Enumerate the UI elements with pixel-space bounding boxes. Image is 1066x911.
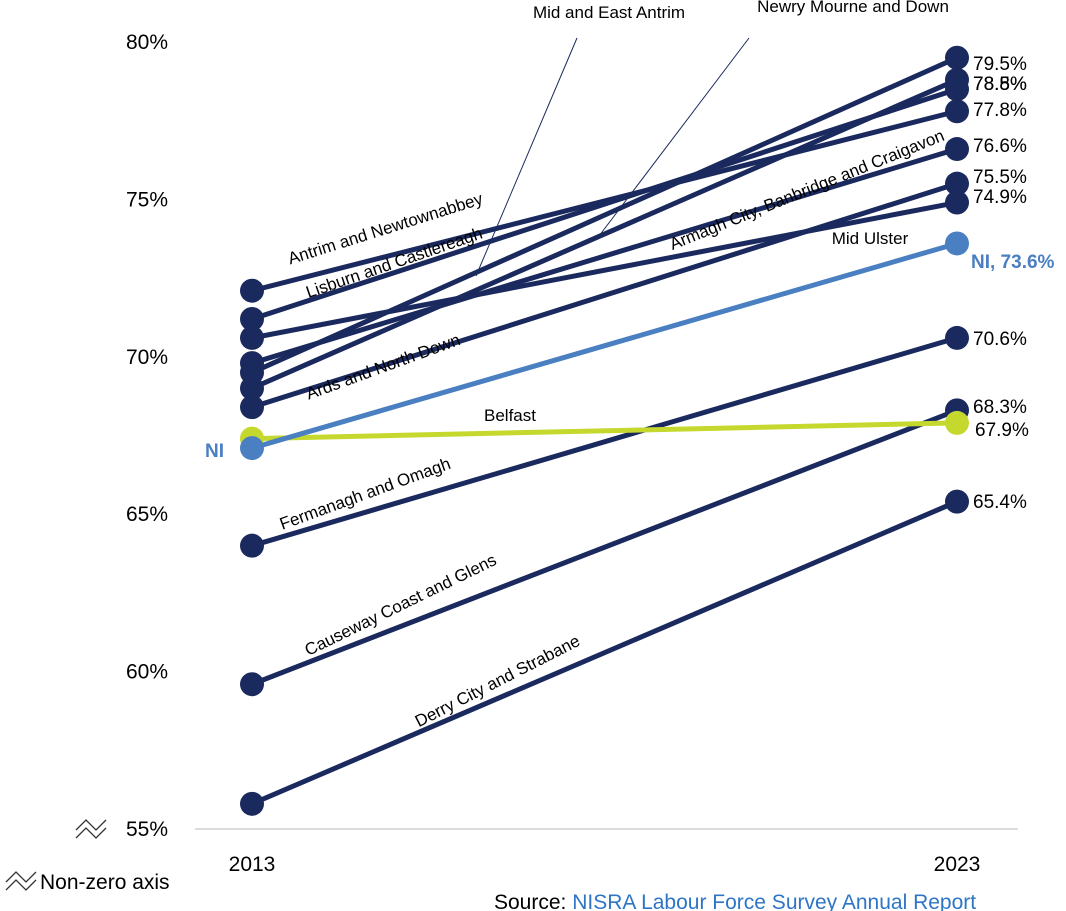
series-dot-end-derry-city-and-strabane: [945, 489, 969, 514]
series-dot-start-armagh-city-banbridge-and-craigavon: [240, 351, 264, 376]
end-label-derry-city-and-strabane: 65.4%: [973, 492, 1027, 513]
series-dot-start-ards-and-north-down: [240, 395, 264, 420]
x-tick-label-2013: 2013: [229, 853, 276, 876]
series-line-causeway-coast-and-glens: [251, 407, 958, 687]
label-derry-city-and-strabane: Derry City and Strabane: [412, 631, 583, 731]
axis-break-icon: [75, 819, 107, 839]
source-note: Source: NISRA Labour Force Survey Annual…: [494, 891, 976, 911]
end-label-belfast: 67.9%: [975, 420, 1029, 441]
x-tick-label-2023: 2023: [934, 853, 981, 876]
y-tick-labels: 80% 75% 70% 65% 60% 55%: [126, 31, 168, 841]
series-line-lisburn-and-castlereagh: [251, 86, 958, 322]
series-dot-start-causeway-coast-and-glens: [240, 672, 264, 697]
series-line-mid-and-east-antrim: [250, 77, 959, 391]
end-label-mid-ulster: 74.9%: [973, 187, 1027, 208]
series-dot-start-fermanagh-and-omagh: [240, 533, 264, 558]
non-zero-axis-note: Non-zero axis: [40, 871, 170, 894]
series-lines: [250, 55, 959, 807]
series-dot-end-armagh-city-banbridge-and-craigavon: [945, 137, 969, 162]
label-mid-ulster: Mid Ulster: [832, 229, 909, 248]
y-tick-label-80: 80%: [126, 31, 168, 54]
series-line-ni: [251, 241, 958, 451]
series-dot-start-ni: [240, 436, 264, 461]
source-link[interactable]: NISRA Labour Force Survey Annual Report: [572, 891, 976, 911]
series-dot-start-lisburn-and-castlereagh: [240, 307, 264, 332]
end-label-fermanagh-and-omagh: 70.6%: [973, 329, 1027, 350]
label-ni-start: NI: [205, 441, 224, 462]
series-dot-start-derry-city-and-strabane: [240, 791, 264, 816]
series-dot-end-lisburn-and-castlereagh: [945, 77, 969, 102]
series-line-derry-city-and-strabane: [251, 499, 958, 807]
series-dot-end-antrim-and-newtownabbey: [945, 99, 969, 124]
end-label-causeway-coast-and-glens: 68.3%: [973, 397, 1027, 418]
label-belfast: Belfast: [484, 406, 536, 425]
series-line-fermanagh-and-omagh: [251, 335, 958, 549]
end-label-newry-mourne-and-down: 79.5%: [973, 54, 1027, 75]
series-dot-end-newry-mourne-and-down: [945, 45, 969, 70]
y-tick-label-55: 55%: [126, 818, 168, 841]
end-label-antrim-and-newtownabbey: 77.8%: [973, 100, 1027, 121]
series-dot-end-fermanagh-and-omagh: [945, 325, 969, 350]
series-dot-start-antrim-and-newtownabbey: [240, 278, 264, 303]
leader-line-mid-and-east-antrim: [475, 37, 578, 277]
end-label-ards-and-north-down: 75.5%: [973, 167, 1027, 188]
series-line-newry-mourne-and-down: [250, 55, 959, 375]
label-newry-mourne-and-down: Newry Mourne and Down: [757, 0, 949, 16]
series-dot-end-mid-ulster: [945, 190, 969, 215]
end-label-mid-and-east-antrim: 78.8%: [973, 74, 1027, 95]
series-line-ards-and-north-down: [251, 181, 958, 410]
series-dot-end-ards-and-north-down: [945, 171, 969, 196]
source-prefix: Source:: [494, 891, 572, 911]
end-label-lisburn-and-castlereagh: 78.5%: [973, 74, 1027, 95]
series-line-armagh-city-banbridge-and-craigavon: [251, 146, 958, 366]
end-label-armagh-city-banbridge-and-craigavon: 76.6%: [973, 136, 1027, 157]
y-tick-label-70: 70%: [126, 346, 168, 369]
y-tick-label-65: 65%: [126, 503, 168, 526]
series-line-antrim-and-newtownabbey: [251, 108, 958, 294]
non-zero-axis-icon: [5, 871, 37, 891]
label-causeway-coast-and-glens: Causeway Coast and Glens: [302, 550, 500, 659]
y-tick-label-60: 60%: [126, 661, 168, 684]
end-label-ni: NI, 73.6%: [971, 252, 1055, 273]
label-mid-and-east-antrim: Mid and East Antrim: [533, 3, 685, 22]
series-line-belfast: [251, 420, 958, 442]
series-dot-end-ni: [945, 231, 969, 256]
series-dot-start-mid-ulster: [240, 325, 264, 350]
series-line-mid-ulster: [251, 200, 958, 341]
series-dot-end-belfast: [945, 410, 969, 435]
series-dots: [240, 45, 969, 816]
y-tick-label-75: 75%: [126, 188, 168, 211]
